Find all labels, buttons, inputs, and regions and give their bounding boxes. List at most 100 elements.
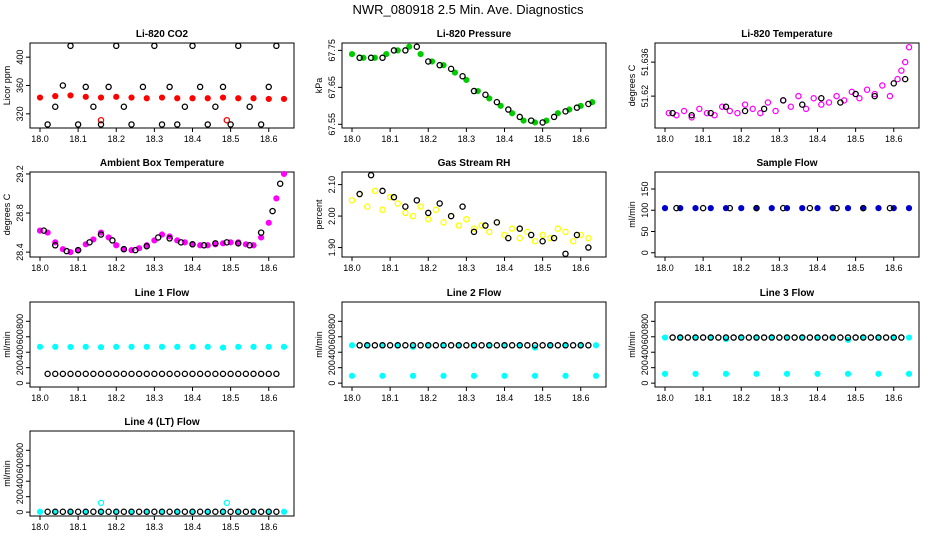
x-tick-label: 18.1 [694,263,712,273]
series-line-2-flask [356,342,592,349]
data-point [97,231,105,238]
data-point [539,119,546,126]
data-point [59,508,67,515]
data-point [814,334,821,341]
data-point [527,117,535,124]
data-point [74,370,82,378]
data-point [219,508,227,515]
data-point [585,342,592,349]
data-point [470,228,478,236]
data-point [760,105,768,113]
x-tick-label: 18.5 [534,263,552,273]
data-point [250,508,257,515]
data-point [871,92,878,100]
data-point [109,237,116,244]
data-point [799,205,806,212]
data-point [196,83,204,91]
series-pressure-flask [356,43,592,126]
data-point [402,342,409,349]
y-axis-label: degrees C [627,64,637,106]
data-point [174,95,181,102]
data-point [413,197,421,204]
data-point [250,95,257,102]
data-point [417,203,424,210]
data-point [234,508,242,515]
data-point [520,117,527,124]
data-point [455,222,462,229]
data-point [166,235,173,242]
data-point [166,83,173,91]
data-point [852,334,859,341]
data-point [447,65,455,73]
y-tick-label: 400 [640,345,650,360]
x-tick-label: 18.1 [381,393,399,403]
x-tick-label: 18.4 [184,263,202,273]
data-point [44,121,51,128]
data-point [273,508,280,515]
data-point [799,101,806,108]
data-point [753,334,760,341]
y-tick-label: 800 [15,314,25,329]
y-tick-label: 0 [15,510,25,515]
data-point [539,342,546,349]
data-point [212,508,219,515]
x-tick-label: 18.4 [184,393,202,403]
data-point [113,242,120,249]
data-point [269,207,276,215]
x-tick-label: 18.4 [184,134,202,144]
y-tick-label: 600 [15,329,25,344]
data-point [806,204,814,212]
data-point [432,206,440,214]
data-point [113,370,120,378]
data-point [154,234,162,241]
data-point [158,94,166,101]
data-point [741,107,749,115]
data-point [905,44,913,51]
data-point [36,343,44,350]
data-point [508,225,516,232]
panel-title: Ambient Box Temperature [100,158,225,169]
plot-frame [654,171,920,258]
data-point [158,121,166,128]
data-point [105,508,112,515]
data-point [67,343,74,351]
data-point [235,343,242,350]
data-point [82,93,89,100]
data-point [569,342,577,349]
data-point [562,108,569,115]
panel-co2: Li-820 CO2 18.0 18.1 18.2 18.3 18.4 18.5 18.6 32… [2,29,295,144]
data-point [135,370,143,378]
series-line-4-flask [44,508,280,515]
data-point [52,103,59,111]
data-point [200,242,208,249]
data-point [459,203,466,210]
y-tick-label: 28.8 [15,204,25,222]
x-tick-label: 18.5 [534,393,552,403]
y-tick-label: 1.90 [327,239,337,257]
data-point [669,109,676,117]
data-point [227,121,234,128]
series-temperature-flask [669,75,909,119]
data-point [875,205,882,212]
data-point [386,193,394,201]
data-point [204,370,211,378]
data-point [379,54,386,62]
data-point [219,370,227,378]
panel-title: Gas Stream RH [438,158,511,169]
y-axis-label: kPa [314,78,324,94]
data-point [367,171,375,179]
data-point [493,219,501,226]
data-point [573,231,581,239]
y-tick-label: 100 [640,203,650,218]
series-line-1-flask [44,370,280,378]
data-point [204,95,211,102]
y-tick-label: 2.10 [327,176,337,194]
data-point [390,47,398,54]
data-point [246,242,253,249]
data-point [394,342,401,349]
data-point [409,372,417,379]
data-point [356,190,363,198]
data-point [356,54,363,62]
data-point [890,334,898,341]
x-tick-label: 18.3 [458,263,476,273]
